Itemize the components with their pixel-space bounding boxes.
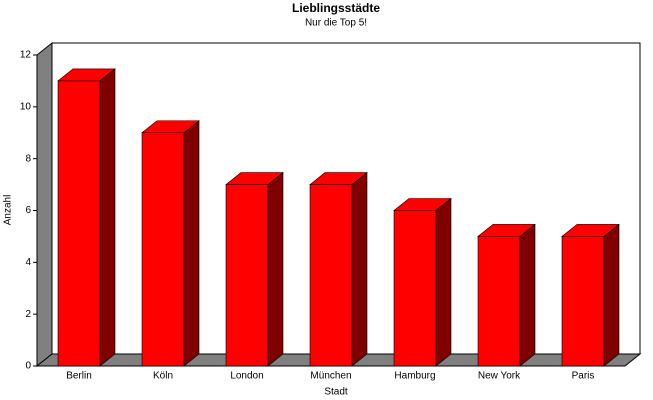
bar-side bbox=[519, 223, 536, 367]
chart-title: Lieblingsstädte bbox=[292, 1, 380, 15]
x-axis-label: Stadt bbox=[324, 387, 348, 398]
chart-subtitle: Nur die Top 5! bbox=[305, 18, 367, 29]
x-tick-label: Paris bbox=[572, 371, 595, 382]
x-tick-label: Berlin bbox=[66, 371, 92, 382]
x-tick-label: London bbox=[230, 371, 263, 382]
bar bbox=[309, 184, 353, 367]
left-wall bbox=[36, 41, 53, 368]
bar-side bbox=[351, 171, 368, 367]
y-tick-label: 6 bbox=[25, 205, 31, 216]
y-axis-label: Anzahl bbox=[3, 195, 14, 226]
bar bbox=[477, 236, 521, 367]
bar-side bbox=[183, 120, 200, 367]
x-tick-label: Hamburg bbox=[394, 371, 435, 382]
bar-side bbox=[99, 68, 116, 367]
y-tick-label: 0 bbox=[25, 361, 31, 372]
bar-side bbox=[267, 171, 284, 367]
bar bbox=[393, 210, 437, 367]
y-tick-label: 12 bbox=[20, 50, 32, 61]
x-tick-label: München bbox=[310, 371, 351, 382]
bar bbox=[225, 184, 269, 367]
y-tick-label: 4 bbox=[25, 257, 31, 268]
x-tick-label: Köln bbox=[153, 371, 173, 382]
y-tick-label: 10 bbox=[20, 101, 32, 112]
y-tick-label: 2 bbox=[25, 309, 31, 320]
x-tick-label: New York bbox=[478, 371, 521, 382]
y-tick-label: 8 bbox=[25, 153, 31, 164]
bar-side bbox=[603, 223, 620, 367]
bar bbox=[561, 236, 605, 367]
bar-side bbox=[435, 197, 452, 367]
bar bbox=[57, 80, 101, 367]
bar bbox=[141, 132, 185, 367]
